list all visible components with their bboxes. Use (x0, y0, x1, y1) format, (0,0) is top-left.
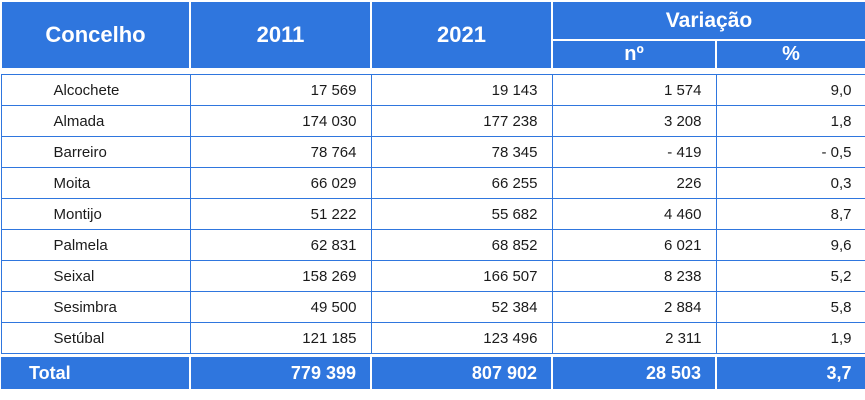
cell-variacao-num: 2 884 (551, 291, 717, 323)
cell-2011: 121 185 (189, 322, 372, 354)
total-row: Total 779 399 807 902 28 503 3,7 (1, 357, 865, 389)
cell-variacao-pct: 1,9 (715, 322, 865, 354)
cell-concelho: Setúbal (0, 322, 191, 354)
total-cell-concelho: Total (1, 357, 191, 389)
cell-variacao-num: 1 574 (551, 74, 717, 106)
cell-2011: 78 764 (189, 136, 372, 168)
table-row: Palmela 62 831 68 852 6 021 9,6 (0, 229, 865, 261)
table-row: Sesimbra 49 500 52 384 2 884 5,8 (0, 291, 865, 323)
table-row: Setúbal 121 185 123 496 2 311 1,9 (0, 322, 865, 354)
cell-2011: 158 269 (189, 260, 372, 292)
cell-concelho: Alcochete (0, 74, 191, 106)
cell-2011: 66 029 (189, 167, 372, 199)
cell-2011: 49 500 (189, 291, 372, 323)
cell-variacao-num: - 419 (551, 136, 717, 168)
cell-variacao-pct: 9,6 (715, 229, 865, 261)
header-concelho: Concelho (0, 0, 191, 70)
cell-variacao-num: 8 238 (551, 260, 717, 292)
cell-variacao-pct: 1,8 (715, 105, 865, 137)
total-cell-variacao-pct: 3,7 (715, 357, 865, 389)
cell-variacao-num: 4 460 (551, 198, 717, 230)
total-cell-2021: 807 902 (370, 357, 553, 389)
cell-variacao-pct: 5,2 (715, 260, 865, 292)
cell-concelho: Palmela (0, 229, 191, 261)
cell-variacao-pct: 0,3 (715, 167, 865, 199)
cell-2021: 123 496 (370, 322, 553, 354)
cell-concelho: Moita (0, 167, 191, 199)
cell-2011: 62 831 (189, 229, 372, 261)
header-2011: 2011 (189, 0, 372, 70)
cell-variacao-pct: 5,8 (715, 291, 865, 323)
table-body: Alcochete 17 569 19 143 1 574 9,0 Almada 174 0… (0, 69, 865, 389)
cell-2021: 52 384 (370, 291, 553, 323)
total-cell-2011: 779 399 (189, 357, 372, 389)
cell-2021: 19 143 (370, 74, 553, 106)
table-row: Seixal 158 269 166 507 8 238 5,2 (0, 260, 865, 292)
cell-2021: 166 507 (370, 260, 553, 292)
data-table: Concelho 2011 2021 Variação nº % Alcoche… (0, 0, 865, 389)
cell-2021: 68 852 (370, 229, 553, 261)
cell-variacao-num: 3 208 (551, 105, 717, 137)
table-row: Moita 66 029 66 255 226 0,3 (0, 167, 865, 199)
cell-concelho: Almada (0, 105, 191, 137)
table-row: Montijo 51 222 55 682 4 460 8,7 (0, 198, 865, 230)
header-variacao: Variação (551, 0, 865, 42)
total-cell-variacao-num: 28 503 (551, 357, 717, 389)
cell-variacao-pct: 8,7 (715, 198, 865, 230)
cell-variacao-num: 6 021 (551, 229, 717, 261)
header-2021: 2021 (370, 0, 553, 70)
cell-variacao-pct: 9,0 (715, 74, 865, 106)
cell-2021: 78 345 (370, 136, 553, 168)
table-header: Concelho 2011 2021 Variação nº % (0, 0, 865, 70)
table-row: Alcochete 17 569 19 143 1 574 9,0 (0, 74, 865, 106)
cell-variacao-num: 226 (551, 167, 717, 199)
table-row: Almada 174 030 177 238 3 208 1,8 (0, 105, 865, 137)
cell-concelho: Montijo (0, 198, 191, 230)
cell-variacao-pct: - 0,5 (715, 136, 865, 168)
cell-variacao-num: 2 311 (551, 322, 717, 354)
header-num: nº (551, 39, 717, 70)
cell-concelho: Seixal (0, 260, 191, 292)
cell-concelho: Sesimbra (0, 291, 191, 323)
cell-2011: 17 569 (189, 74, 372, 106)
cell-concelho: Barreiro (0, 136, 191, 168)
cell-2011: 174 030 (189, 105, 372, 137)
table-row: Barreiro 78 764 78 345- 419- 0,5 (0, 136, 865, 168)
cell-2021: 55 682 (370, 198, 553, 230)
cell-2021: 66 255 (370, 167, 553, 199)
cell-2011: 51 222 (189, 198, 372, 230)
cell-2021: 177 238 (370, 105, 553, 137)
header-pct: % (715, 39, 865, 70)
